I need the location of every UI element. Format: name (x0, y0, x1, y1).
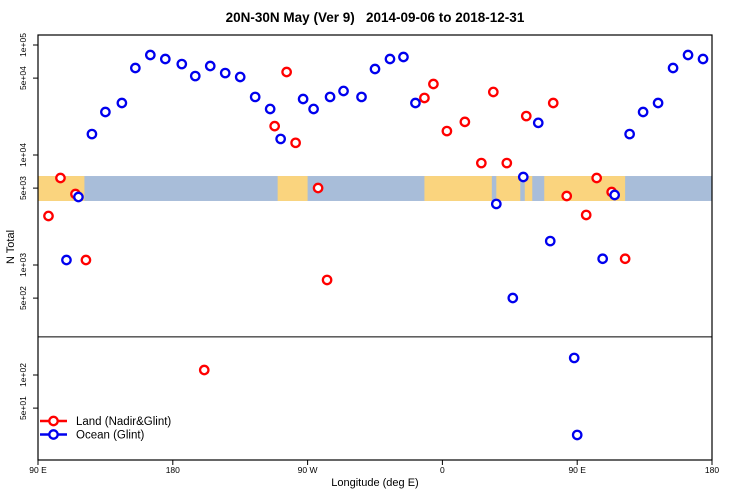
data-point-ocean (384, 53, 396, 65)
map-band-land (524, 176, 533, 201)
y-axis-title: N Total (5, 230, 17, 264)
data-point-ocean (275, 133, 286, 145)
x-tick-label: 90 E (29, 465, 47, 475)
data-point-ocean (637, 106, 649, 118)
data-point-ocean (507, 292, 519, 304)
data-point-land (80, 254, 92, 266)
x-tick-label: 0 (440, 465, 445, 475)
data-point-ocean (624, 128, 635, 140)
data-point-land (198, 364, 210, 376)
data-point-ocean (369, 63, 381, 75)
data-point-ocean (682, 49, 694, 61)
data-point-ocean (652, 97, 664, 109)
data-point-ocean (159, 53, 171, 65)
data-point-land (269, 120, 280, 132)
chart-title: 20N-30N May (Ver 9) 2014-09-06 to 2018-1… (226, 10, 525, 25)
data-point-ocean (249, 91, 261, 103)
data-point-land (428, 78, 439, 90)
plot-border (37, 34, 713, 461)
y-tick-label: 5e+03 (18, 176, 28, 200)
data-point-ocean (517, 171, 529, 183)
data-point-ocean (130, 62, 141, 74)
data-point-land (459, 116, 471, 128)
data-point-ocean (532, 117, 544, 129)
data-point-ocean (697, 53, 709, 65)
legend-ocean-label: Ocean (Glint) (76, 430, 145, 442)
legend-land-marker-icon (48, 415, 59, 427)
legend-land-label: Land (Nadir&Glint) (76, 416, 171, 428)
x-axis-title: Longitude (deg E) (331, 477, 418, 489)
map-band-land (277, 176, 308, 201)
data-point-land (619, 253, 631, 265)
y-tick-label: 5e+02 (18, 286, 28, 310)
x-tick-label: 90 E (568, 465, 586, 475)
data-point-ocean (61, 254, 72, 266)
data-point-ocean (116, 97, 128, 109)
data-point-land (321, 274, 333, 286)
data-point-ocean (144, 49, 156, 61)
data-point-land (561, 190, 573, 202)
data-point-land (43, 210, 54, 222)
data-point-ocean (544, 235, 556, 247)
data-point-land (580, 209, 592, 221)
data-point-land (547, 97, 559, 109)
data-point-ocean (204, 60, 216, 72)
chart-render-layer: 90 E 180 90 W 0 90 E 180 1e+05 5e+04 1e+04 5e+03 1… (18, 33, 719, 475)
data-point-ocean (410, 97, 421, 109)
y-tick-label: 5e+01 (18, 396, 28, 420)
data-point-ocean (609, 189, 620, 201)
y-tick-label: 1e+02 (18, 363, 28, 387)
data-point-ocean (571, 429, 583, 441)
y-tick-label: 1e+04 (18, 143, 28, 167)
data-point-ocean (338, 85, 349, 97)
map-band-land (424, 176, 492, 201)
data-point-ocean (308, 103, 319, 115)
data-point-ocean (297, 93, 309, 105)
data-point-land (312, 182, 324, 194)
legend: Land (Nadir&Glint) Ocean (Glint) (40, 415, 171, 442)
data-point-land (501, 157, 513, 169)
x-tick-label: 180 (705, 465, 719, 475)
data-point-ocean (597, 253, 609, 265)
data-point-ocean (490, 198, 502, 210)
data-point-land (475, 157, 487, 169)
x-tick-label: 90 W (298, 465, 318, 475)
data-point-land (441, 125, 453, 137)
data-point-ocean (73, 191, 84, 203)
x-tick-label: 180 (166, 465, 180, 475)
data-point-ocean (264, 103, 276, 115)
data-point-ocean (398, 51, 409, 63)
data-point-ocean (667, 62, 679, 74)
data-point-ocean (234, 71, 246, 83)
y-tick-label: 5e+04 (18, 66, 28, 90)
y-tick-label: 1e+03 (18, 253, 28, 277)
data-point-land (290, 137, 301, 149)
data-point-land (281, 66, 292, 78)
data-point-ocean (86, 128, 98, 140)
data-point-ocean (100, 106, 111, 118)
data-point-ocean (189, 70, 201, 82)
legend-ocean-marker-icon (48, 429, 59, 440)
data-point-ocean (356, 91, 367, 103)
data-point-land (487, 86, 499, 98)
data-point-land (591, 172, 603, 184)
data-point-ocean (219, 67, 231, 79)
data-point-land (520, 110, 532, 122)
data-point-ocean (568, 352, 580, 364)
data-point-ocean (176, 58, 188, 70)
data-point-land (419, 92, 430, 104)
data-point-land (55, 172, 66, 184)
map-band-land (496, 176, 521, 201)
y-tick-label: 1e+05 (18, 33, 28, 57)
data-point-ocean (324, 91, 336, 103)
